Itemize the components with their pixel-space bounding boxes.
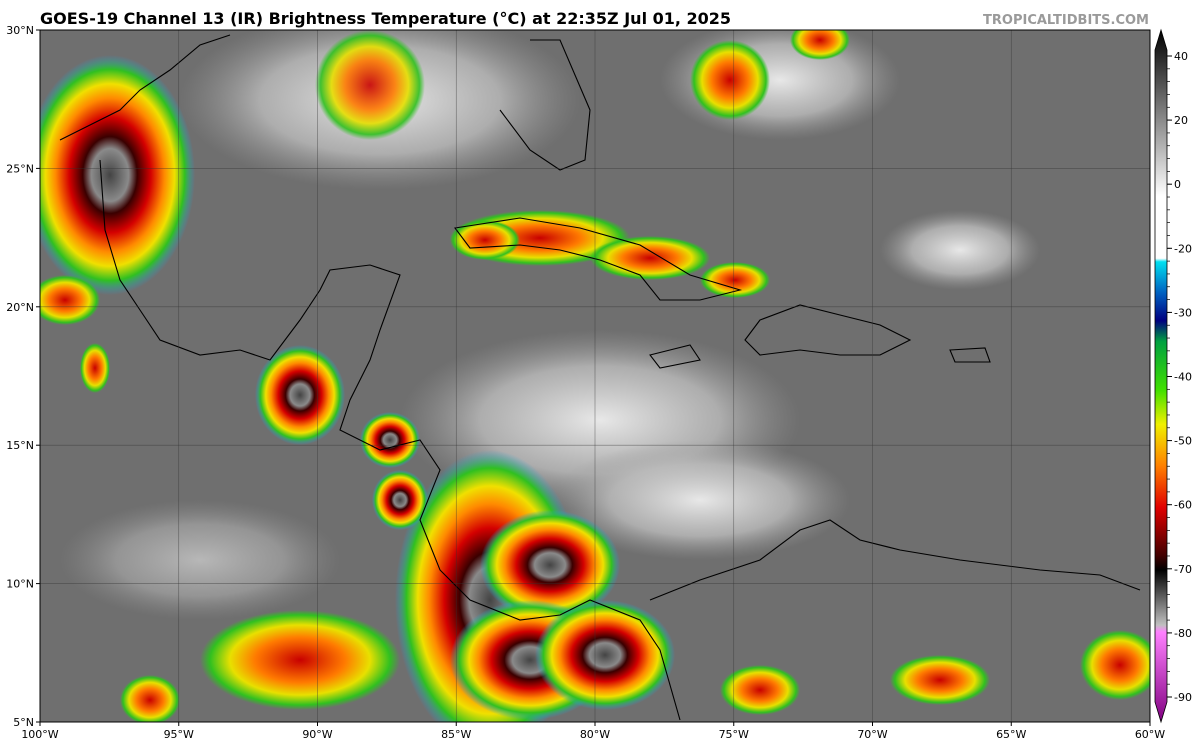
lon-label: 75°W [719,728,749,741]
colorbar-ticks: 40 20 0 -20 -30 -40 -50 -60 -70 -80 -90 [1167,50,1192,704]
credit: TROPICALTIDBITS.COM [983,13,1149,28]
lon-label: 60°W [1135,728,1165,741]
colorbar-label: -80 [1174,627,1192,640]
graticule [40,30,1150,722]
colorbar-label: -20 [1174,242,1192,255]
title: GOES-19 Channel 13 (IR) Brightness Tempe… [40,9,731,28]
colorbar-label: -40 [1174,371,1192,384]
lat-label: 20°N [6,301,34,314]
axis-labels: 100°W 95°W 90°W 85°W 80°W 75°W 70°W 65°W 60°W 5°N… [6,24,1165,741]
colorbar-label: 20 [1174,114,1188,127]
lon-label: 65°W [996,728,1026,741]
colorbar-label: -30 [1174,306,1192,319]
colorbar-label: -50 [1174,435,1192,448]
lon-label: 100°W [21,728,58,741]
lon-label: 90°W [302,728,332,741]
colorbar-label: -90 [1174,691,1192,704]
lat-label: 30°N [6,24,34,37]
colorbar-label: 40 [1174,50,1188,63]
colorbar-label: -60 [1174,499,1192,512]
lat-label: 25°N [6,162,34,175]
satellite-image [40,30,1150,722]
lat-label: 10°N [6,578,34,591]
lon-label: 95°W [164,728,194,741]
colorbar [1154,28,1168,724]
lon-label: 80°W [580,728,610,741]
lat-label: 15°N [6,439,34,452]
colorbar-label: -70 [1174,563,1192,576]
lon-label: 70°W [857,728,887,741]
lat-label: 5°N [13,716,34,729]
colorbar-label: 0 [1174,178,1181,191]
lon-label: 85°W [441,728,471,741]
